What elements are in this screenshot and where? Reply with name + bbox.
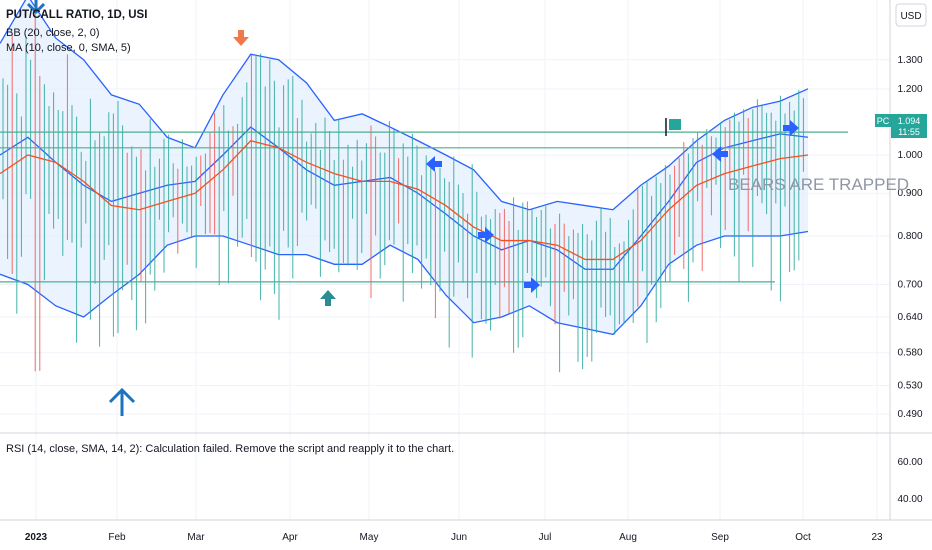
arrow-up-icon [320,290,336,306]
price-axis-tick: 0.700 [897,279,922,290]
bb-lower-line [0,230,809,336]
ratio-bars [2,14,804,373]
bears-trapped-annotation[interactable]: BEARS ARE TRAPPED [728,175,909,194]
ma-legend[interactable]: MA (10, close, 0, SMA, 5) [6,42,131,54]
time-axis-tick: Aug [619,532,637,543]
flag-marker[interactable] [665,118,681,136]
price-axis-tick: 0.580 [897,348,922,359]
price-axis-tick: 1.200 [897,84,922,95]
time-axis-tick: Mar [187,532,205,543]
price-axis-tick: 1.000 [897,150,922,161]
horizontal-lines [0,131,848,283]
large-arrow-down-icon [26,0,46,15]
large-arrow-up-icon [108,387,136,416]
price-axis-tick: 0.490 [897,409,922,420]
price-tag-time: 11:55 [898,127,920,137]
time-axis-tick: 2023 [25,532,48,543]
time-axis-tick: Oct [795,532,811,543]
currency-label: USD [900,11,921,22]
time-axis[interactable]: 2023 Feb Mar Apr May Jun Jul Aug Sep Oct 23 [25,532,883,543]
rsi-axis-tick: 60.00 [897,457,922,468]
arrow-left-icon [712,146,728,162]
price-tag: PC 1.094 11:55 [875,114,927,138]
bb-legend[interactable]: BB (20, close, 2, 0) [6,27,100,39]
arrow-right-icon [783,120,799,136]
arrow-left-icon [426,156,442,172]
time-axis-tick: Jun [451,532,467,543]
price-axis[interactable]: 1.300 1.200 1.000 0.900 0.800 0.700 0.640 0.580… [897,55,922,420]
currency-button[interactable] [895,3,927,27]
price-axis-tick: 0.800 [897,231,922,242]
price-axis-tick: 0.900 [897,188,922,199]
time-axis-tick: Apr [282,532,298,543]
price-axis-tick: 0.530 [897,380,922,391]
chart-title[interactable]: PUT/CALL RATIO, 1D, USI [6,9,148,21]
price-tag-value: 1.094 [898,116,921,126]
arrow-down-icon [233,30,249,46]
time-axis-tick: Feb [108,532,126,543]
price-axis-tick: 0.640 [897,312,922,323]
price-tag-label: PC [877,116,890,126]
rsi-error-message: RSI (14, close, SMA, 14, 2): Calculation… [6,443,455,455]
moving-average [0,140,809,261]
price-axis-tick: 1.300 [897,55,922,66]
time-axis-tick: Jul [539,532,552,543]
ma-line [0,140,809,261]
time-axis-tick: 23 [871,532,883,543]
time-axis-tick: Sep [711,532,729,543]
time-axis-tick: May [360,532,379,543]
arrow-right-icon [524,277,540,293]
arrow-right-icon [478,227,494,243]
rsi-axis-tick: 40.00 [897,494,922,505]
arrow-annotations [26,0,799,416]
rsi-axis[interactable]: 60.00 40.00 [897,457,922,505]
bb-upper-line [0,0,809,211]
